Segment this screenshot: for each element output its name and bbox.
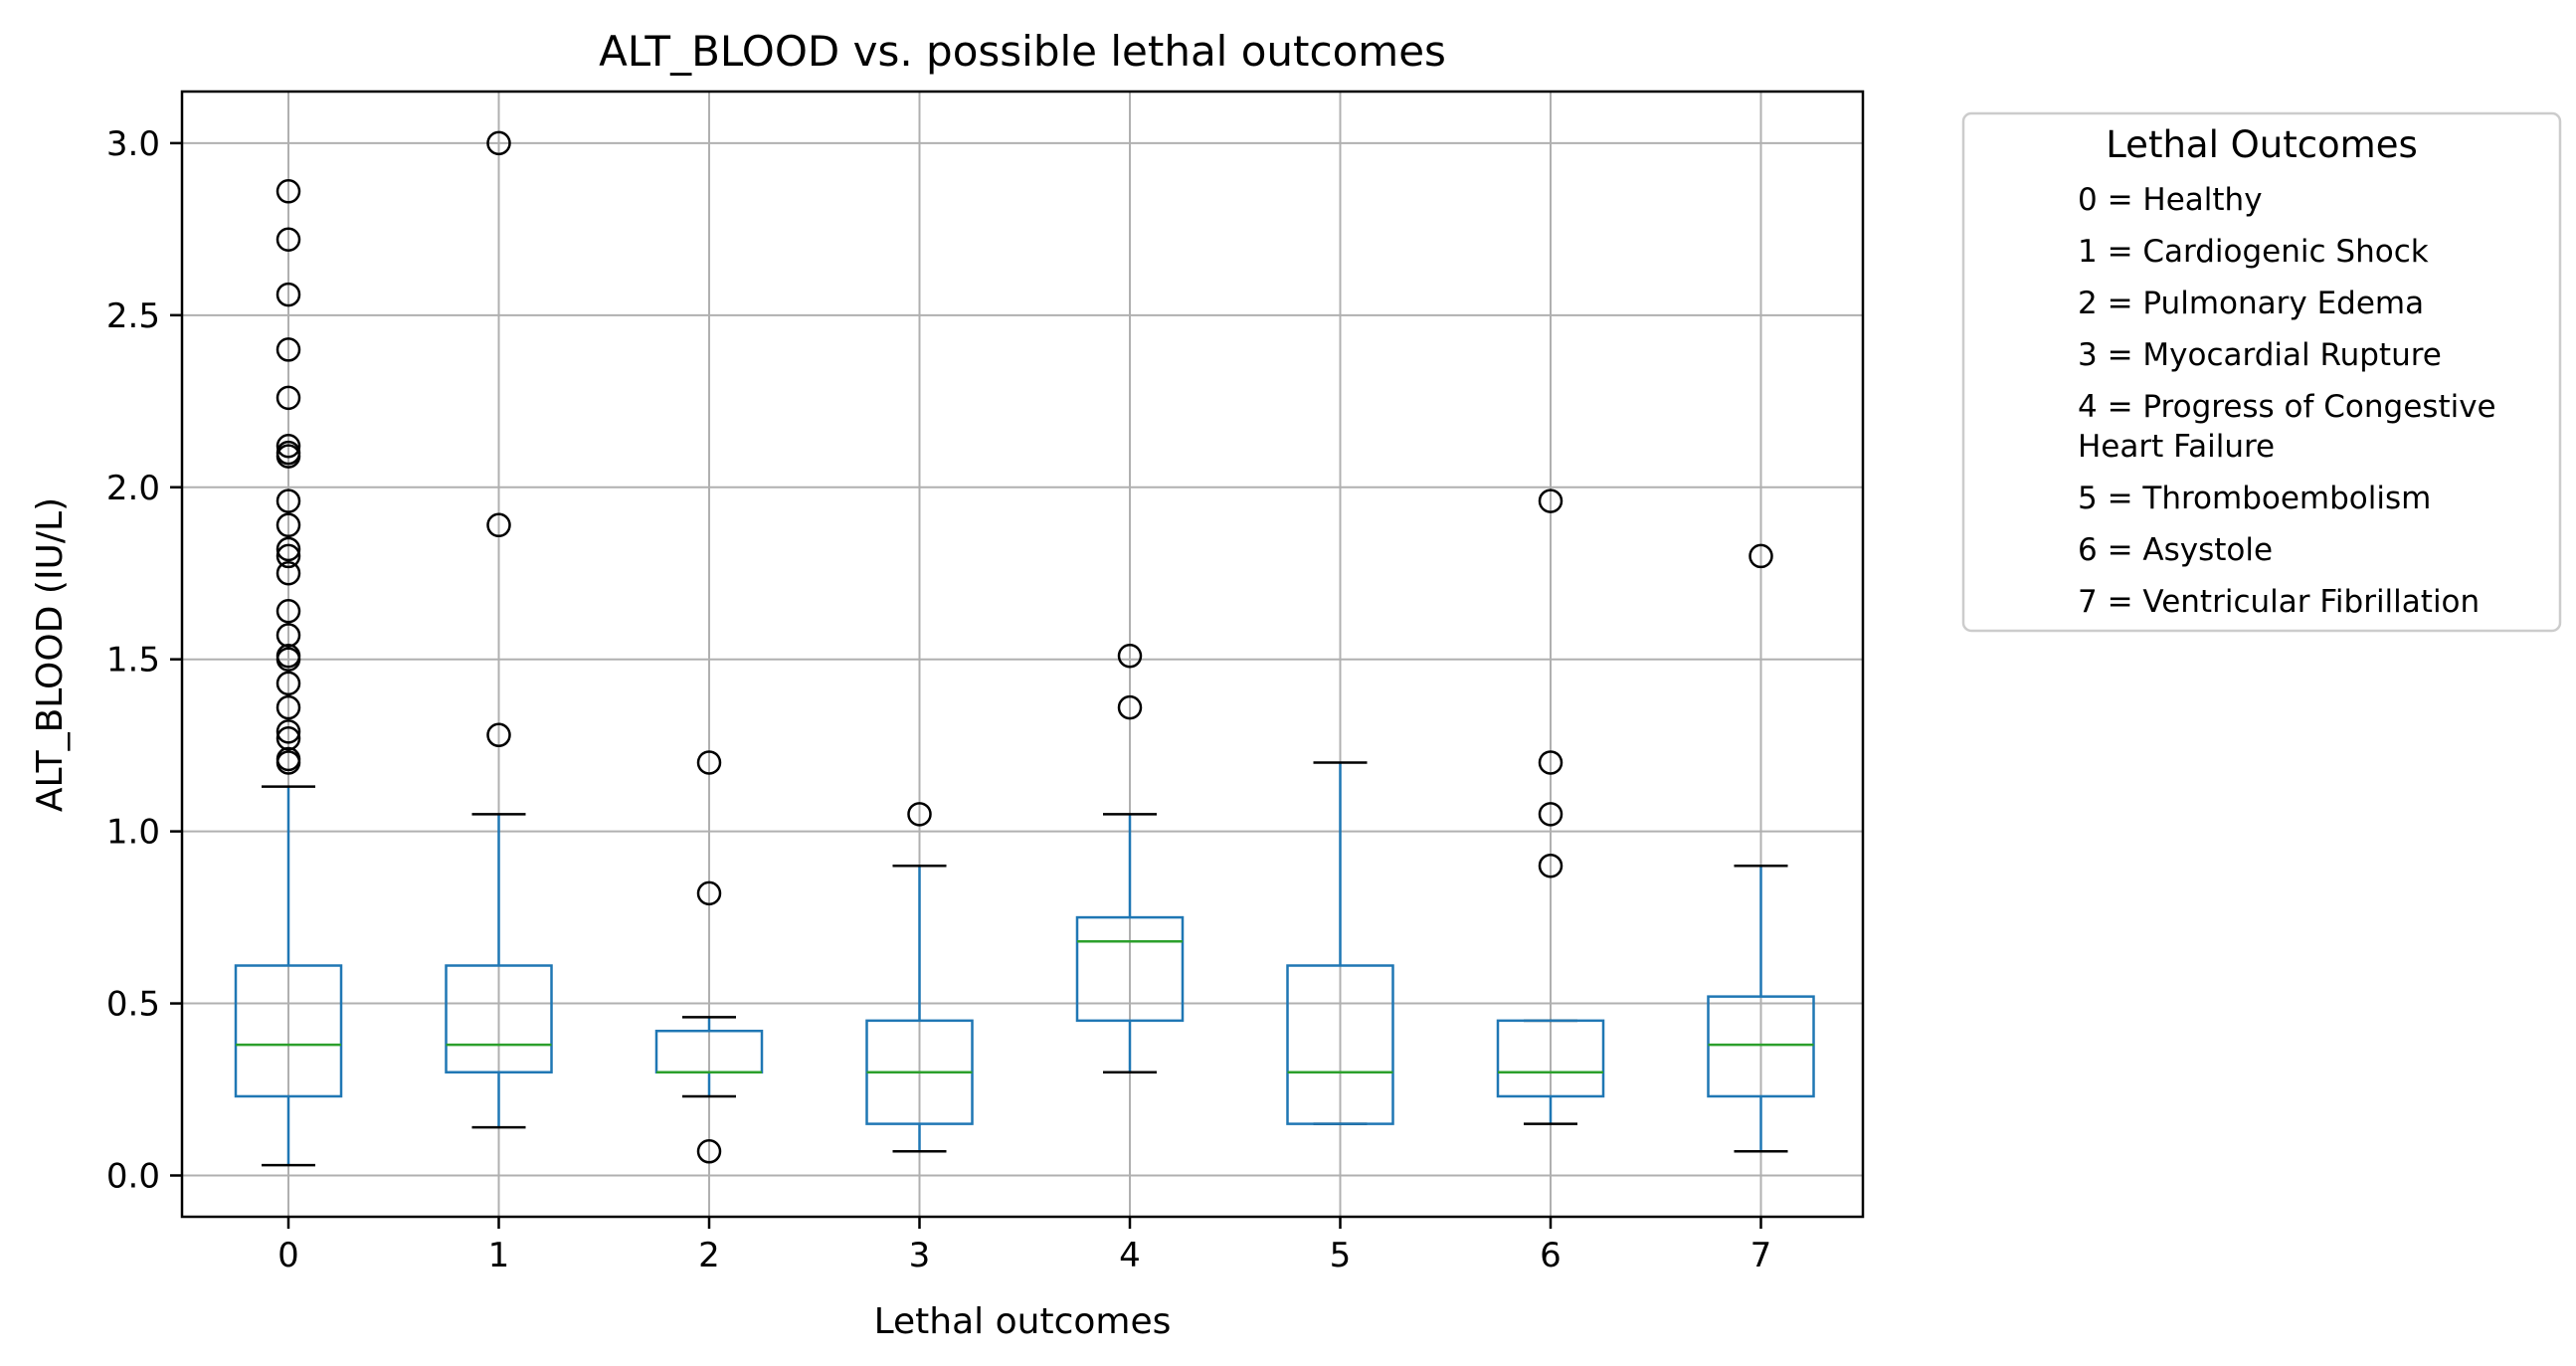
x-tick-label: 0 — [277, 1236, 299, 1275]
box-series — [234, 130, 1815, 1167]
grid-lines — [182, 92, 1863, 1217]
legend-entry-4: 4 = Progress of Congestive Heart Failure — [2078, 389, 2496, 465]
legend-entry-line: 5 = Thromboembolism — [2078, 481, 2431, 516]
legend-frame — [1961, 111, 2562, 633]
outlier-point — [276, 671, 301, 696]
outlier-point — [486, 130, 511, 156]
legend-entry-line: 6 = Asystole — [2078, 532, 2273, 568]
legend-entry-line: 1 = Cardiogenic Shock — [2078, 234, 2429, 270]
outlier-point — [1538, 853, 1564, 878]
x-tick-label: 3 — [909, 1236, 931, 1275]
outlier-point — [276, 433, 301, 459]
plot-frame — [180, 90, 1865, 1219]
outlier-point — [486, 722, 511, 748]
outlier-point — [276, 512, 301, 538]
outlier-point — [276, 385, 301, 411]
x-tick-label: 1 — [488, 1236, 510, 1275]
outlier-point — [276, 543, 301, 569]
x-tick-label: 4 — [1119, 1236, 1141, 1275]
box-group-2 — [654, 750, 764, 1164]
outlier-point — [276, 536, 301, 562]
x-tick-label: 7 — [1750, 1236, 1772, 1275]
x-tick-label: 5 — [1330, 1236, 1352, 1275]
legend-entry-1: 1 = Cardiogenic Shock — [2078, 234, 2429, 270]
outlier-point — [276, 560, 301, 586]
x-tick-label: 2 — [698, 1236, 720, 1275]
outlier-point — [696, 880, 722, 906]
legend-entry-line: 7 = Ventricular Fibrillation — [2078, 584, 2480, 620]
box-group-4 — [1075, 643, 1185, 1073]
y-tick-label: 2.0 — [106, 469, 160, 508]
legend-entry-5: 5 = Thromboembolism — [2078, 481, 2431, 516]
outlier-point — [1117, 694, 1143, 720]
chart-title: ALT_BLOOD vs. possible lethal outcomes — [599, 27, 1446, 76]
outlier-point — [696, 1139, 722, 1164]
legend-entry-7: 7 = Ventricular Fibrillation — [2078, 584, 2480, 620]
outlier-point — [276, 337, 301, 362]
box — [445, 964, 553, 1073]
y-tick-label: 0.0 — [106, 1156, 160, 1196]
legend-entry-line: Heart Failure — [2078, 429, 2275, 465]
outlier-point — [1538, 488, 1564, 513]
outlier-point — [276, 719, 301, 744]
box-group-0 — [234, 179, 343, 1167]
outlier-point — [1538, 750, 1564, 775]
y-tick-label: 3.0 — [106, 124, 160, 164]
box-group-3 — [865, 802, 974, 1153]
outlier-point — [276, 227, 301, 252]
box-group-5 — [1286, 761, 1394, 1125]
outlier-point — [276, 694, 301, 720]
axes: 0.0 0.5 1.0 1.5 2.0 2.5 3.0 0 1 2 3 4 5 6 7 — [106, 124, 1771, 1275]
legend-entry-line: 0 = Healthy — [2078, 182, 2263, 218]
box — [234, 964, 343, 1098]
legend-entry-3: 3 = Myocardial Rupture — [2078, 337, 2442, 373]
y-tick-label: 0.5 — [106, 985, 160, 1025]
x-tick-label: 6 — [1540, 1236, 1562, 1275]
outlier-point — [276, 647, 301, 672]
outlier-point — [907, 802, 932, 827]
box-group-1 — [445, 130, 553, 1129]
outlier-point — [276, 179, 301, 204]
y-axis-label: ALT_BLOOD (IU/L) — [30, 497, 71, 812]
outlier-point — [1538, 802, 1564, 827]
box-group-6 — [1496, 488, 1605, 1125]
legend-entry-line: 3 = Myocardial Rupture — [2078, 337, 2442, 373]
legend-entry-line: 2 = Pulmonary Edema — [2078, 286, 2424, 321]
outlier-point — [486, 512, 511, 538]
box — [1707, 995, 1815, 1098]
legend-entry-2: 2 = Pulmonary Edema — [2078, 286, 2424, 321]
box — [1496, 1019, 1605, 1098]
y-tick-label: 1.5 — [106, 641, 160, 681]
outlier-point — [276, 488, 301, 513]
legend: Lethal Outcomes 0 = Healthy 1 = Cardiogen… — [1961, 111, 2562, 633]
box-group-7 — [1707, 543, 1815, 1153]
outlier-point — [276, 599, 301, 624]
legend-entry-6: 6 = Asystole — [2078, 532, 2273, 568]
outlier-point — [1748, 543, 1773, 569]
outlier-point — [276, 750, 301, 775]
box — [1075, 915, 1185, 1023]
y-tick-label: 1.0 — [106, 813, 160, 853]
x-axis-label: Lethal outcomes — [874, 1301, 1172, 1342]
outlier-point — [276, 444, 301, 469]
legend-entry-0: 0 = Healthy — [2078, 182, 2263, 218]
legend-entries: 0 = Healthy 1 = Cardiogenic Shock 2 = Pulm… — [2078, 182, 2496, 620]
legend-title: Lethal Outcomes — [2106, 123, 2418, 166]
box — [1286, 964, 1394, 1125]
outlier-point — [696, 750, 722, 775]
legend-entry-line: 4 = Progress of Congestive — [2078, 389, 2496, 425]
y-tick-label: 2.5 — [106, 296, 160, 336]
outlier-point — [276, 282, 301, 307]
outlier-point — [1117, 643, 1143, 669]
